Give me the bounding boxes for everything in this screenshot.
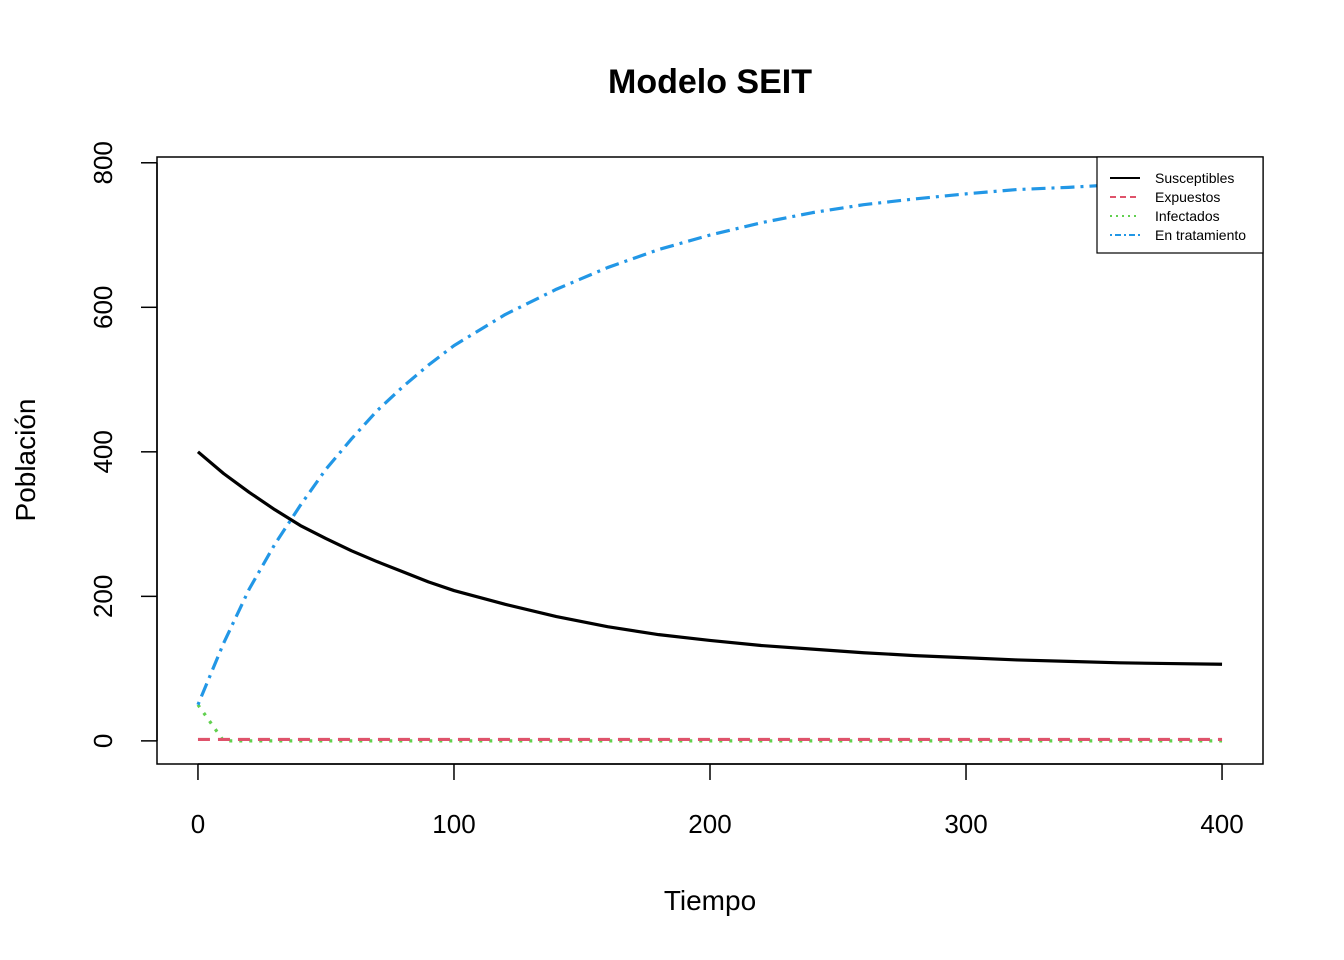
y-tick-label: 400 [88,430,118,473]
y-axis-label: Población [10,399,41,522]
x-axis: 0 100 200 300 400 [191,763,1244,839]
x-tick-label: 200 [688,809,731,839]
series-layer [196,179,1223,743]
legend-label: Infectados [1155,208,1220,224]
x-axis-label: Tiempo [664,885,756,916]
legend-label: En tratamiento [1155,227,1246,243]
legend: Susceptibles Expuestos Infectados En tratam… [1096,156,1264,254]
series-line-infectados [196,703,1223,743]
series-line-en-tratamiento [196,179,1223,706]
x-tick-label: 100 [432,809,475,839]
chart-title: Modelo SEIT [608,63,812,101]
y-tick-label: 0 [88,734,118,748]
y-tick-label: 600 [88,286,118,329]
legend-label: Susceptibles [1155,170,1234,186]
x-tick-label: 400 [1200,809,1243,839]
y-tick-label: 200 [88,575,118,618]
y-axis: 0 200 400 600 800 [88,141,158,748]
x-tick-label: 0 [191,809,205,839]
legend-box [1096,156,1264,254]
x-tick-label: 300 [944,809,987,839]
series-line-susceptibles [196,450,1223,666]
y-tick-label: 800 [88,141,118,184]
legend-label: Expuestos [1155,189,1220,205]
